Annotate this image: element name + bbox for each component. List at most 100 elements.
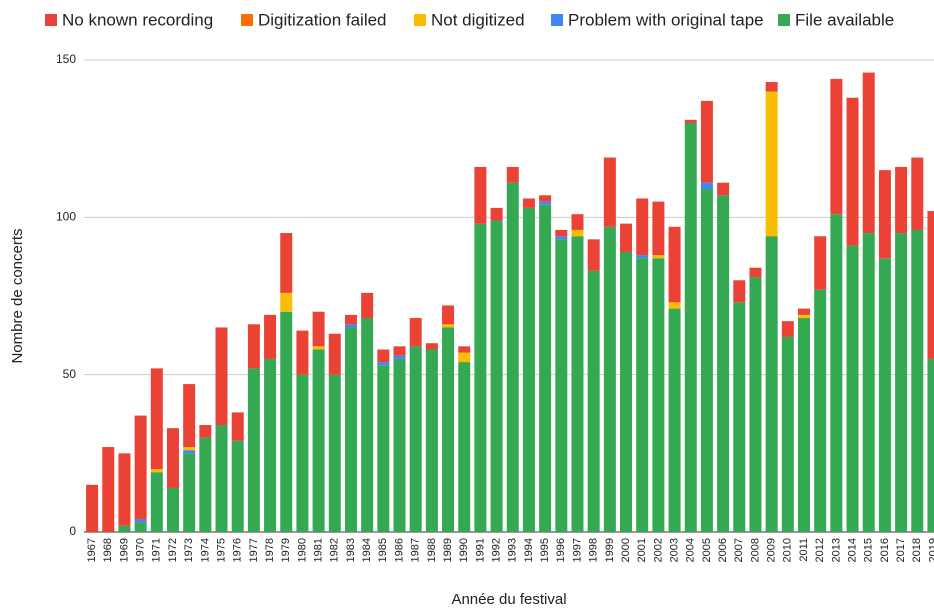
bar-segment <box>571 214 584 230</box>
bar-segment <box>134 522 147 532</box>
bar-segment <box>102 447 115 532</box>
bar-segment <box>749 267 762 278</box>
x-tick-label: 1989 <box>442 538 454 562</box>
bar-segment <box>442 324 455 328</box>
bar-segment <box>555 229 568 237</box>
x-tick-label: 1987 <box>410 538 422 562</box>
x-tick-label: 1974 <box>199 538 211 562</box>
x-tick-label: 1981 <box>313 538 325 562</box>
bar-segment <box>344 314 357 325</box>
bar-segment <box>895 233 908 533</box>
x-tick-label: 1975 <box>215 538 227 562</box>
bar-segment <box>846 97 859 246</box>
bar-segment <box>215 425 228 532</box>
x-tick-label: 1988 <box>426 538 438 562</box>
bar-segment <box>344 327 357 532</box>
bar-segment <box>620 251 633 533</box>
bar-segment <box>490 207 503 221</box>
x-tick-label: 1971 <box>151 538 163 562</box>
bar-segment <box>652 255 665 259</box>
bar-segment <box>264 358 277 532</box>
bar-segment <box>312 311 325 347</box>
legend-label: Problem with original tape <box>568 10 764 29</box>
bar-segment <box>231 440 244 532</box>
bar-segment <box>458 346 471 353</box>
bar-segment <box>911 157 924 230</box>
x-tick-label: 1991 <box>474 538 486 562</box>
y-tick-label: 100 <box>56 210 76 224</box>
bar-segment <box>247 368 260 532</box>
bar-segment <box>328 333 341 375</box>
bar-segment <box>312 346 325 350</box>
bar-segment <box>86 484 99 532</box>
x-tick-label: 1992 <box>490 538 502 562</box>
bar-segment <box>118 453 131 526</box>
bar-segment <box>878 170 891 259</box>
bar-segment <box>830 78 843 215</box>
bar-segment <box>150 368 163 470</box>
x-tick-label: 2007 <box>733 538 745 562</box>
bar-segment <box>199 425 212 438</box>
bar-segment <box>814 289 827 532</box>
legend-label: No known recording <box>62 10 213 29</box>
legend-label: Not digitized <box>431 10 525 29</box>
bar-segment <box>361 318 374 532</box>
bar-segment <box>183 384 196 448</box>
bar-segment <box>587 270 600 532</box>
bar-segment <box>636 198 649 256</box>
legend-swatch <box>241 14 253 26</box>
bar-segment <box>393 346 406 356</box>
bar-segment <box>134 519 147 523</box>
bar-segment <box>377 349 390 363</box>
bar-segment <box>587 239 600 271</box>
x-tick-label: 1994 <box>523 538 535 562</box>
bar-segment <box>442 305 455 325</box>
bar-segment <box>118 525 131 532</box>
bar-segment <box>733 302 746 532</box>
x-tick-label: 1972 <box>167 538 179 562</box>
x-tick-label: 2006 <box>717 538 729 562</box>
x-tick-label: 1968 <box>102 538 114 562</box>
bar-segment <box>636 258 649 532</box>
bar-segment <box>555 236 568 240</box>
x-axis-title: Année du festival <box>451 591 566 608</box>
bar-segment <box>700 182 713 190</box>
bar-segment <box>765 82 778 92</box>
bar-segment <box>539 204 552 532</box>
bar-segment <box>231 412 244 441</box>
bar-segment <box>361 292 374 319</box>
x-tick-label: 1983 <box>345 538 357 562</box>
x-tick-label: 1978 <box>264 538 276 562</box>
bar-segment <box>927 358 934 532</box>
x-tick-label: 1984 <box>361 538 373 562</box>
bar-segment <box>183 447 196 451</box>
bar-segment <box>700 189 713 532</box>
bar-segment <box>668 308 681 532</box>
bar-segment <box>312 349 325 532</box>
x-tick-label: 2000 <box>620 538 632 562</box>
bar-segment <box>458 352 471 363</box>
x-tick-label: 1969 <box>118 538 130 562</box>
bar-segment <box>328 374 341 532</box>
bar-segment <box>393 358 406 532</box>
x-tick-label: 1979 <box>280 538 292 562</box>
legend-label: Digitization failed <box>258 10 387 29</box>
x-tick-label: 2004 <box>685 538 697 562</box>
x-tick-label: 1967 <box>86 538 98 562</box>
bar-segment <box>717 195 730 532</box>
bar-segment <box>652 201 665 256</box>
x-tick-label: 1986 <box>393 538 405 562</box>
bar-segment <box>344 324 357 328</box>
bar-segment <box>765 91 778 237</box>
bar-segment <box>830 214 843 533</box>
bar-segment <box>668 302 681 309</box>
bar-segment <box>636 255 649 259</box>
bar-segment <box>603 157 616 227</box>
x-tick-label: 2002 <box>652 538 664 562</box>
bar-segment <box>571 236 584 533</box>
bar-segment <box>781 321 794 337</box>
legend-swatch <box>414 14 426 26</box>
x-tick-label: 1970 <box>135 538 147 562</box>
x-tick-label: 1995 <box>539 538 551 562</box>
